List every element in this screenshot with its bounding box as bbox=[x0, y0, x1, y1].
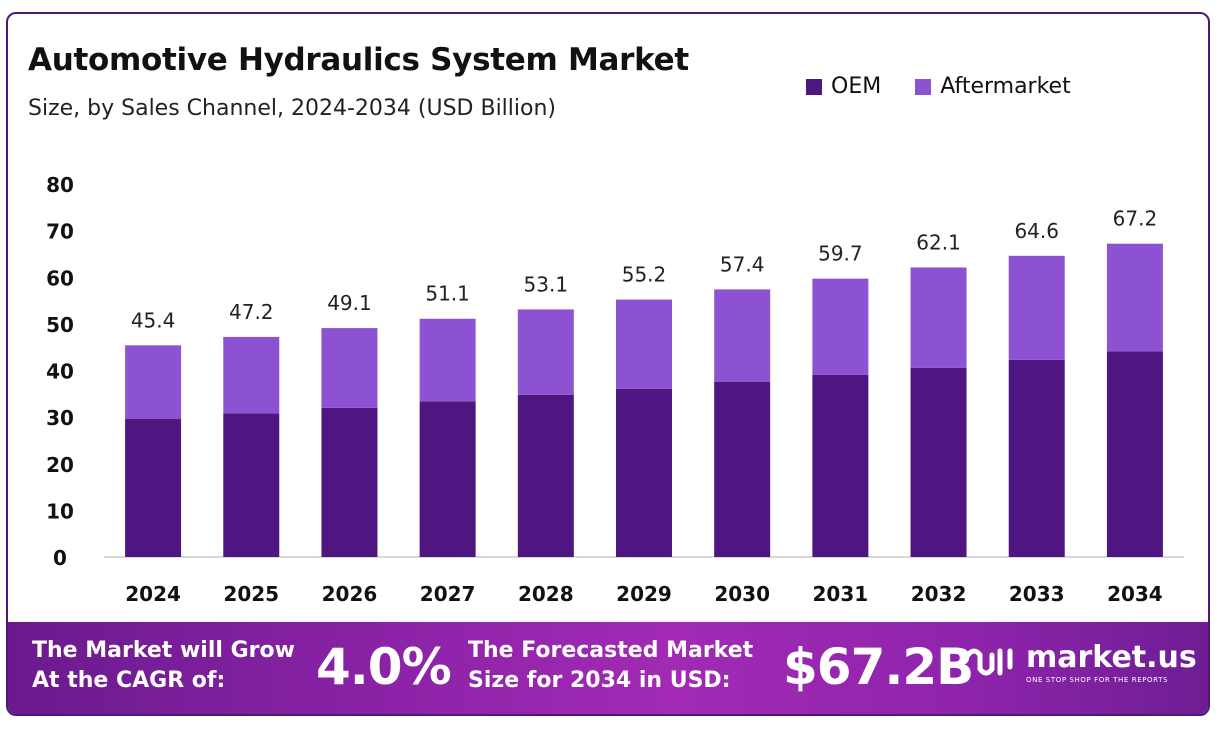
data-label-total: 64.6 bbox=[1014, 219, 1059, 243]
legend-swatch-oem bbox=[806, 78, 822, 95]
legend-swatch-aftermarket bbox=[915, 78, 932, 95]
bar-oem-2028 bbox=[517, 394, 574, 557]
legend-label-aftermarket: Aftermarket bbox=[940, 74, 1071, 99]
market-us-logo-icon bbox=[965, 648, 1013, 676]
bar-aftermarket-2030 bbox=[714, 289, 771, 382]
x-tick-label: 2032 bbox=[911, 582, 967, 606]
bar-oem-2027 bbox=[419, 401, 476, 557]
legend-label-oem: OEM bbox=[831, 74, 882, 99]
data-label-total: 55.2 bbox=[622, 263, 667, 287]
cagr-caption: The Market will Grow At the CAGR of: bbox=[32, 636, 295, 696]
y-tick-label: 0 bbox=[53, 546, 67, 570]
bar-oem-2031 bbox=[812, 374, 869, 557]
cagr-caption-line2: At the CAGR of: bbox=[32, 668, 226, 693]
data-label-total: 59.7 bbox=[818, 242, 863, 266]
y-tick-label: 80 bbox=[46, 173, 74, 197]
cagr-value: 4.0% bbox=[316, 638, 452, 696]
x-tick-label: 2025 bbox=[223, 582, 279, 606]
bar-oem-2034 bbox=[1106, 351, 1163, 557]
logo-tagline: ONE STOP SHOP FOR THE REPORTS bbox=[1026, 676, 1169, 684]
bar-aftermarket-2029 bbox=[616, 299, 672, 389]
data-label-total: 51.1 bbox=[425, 282, 470, 306]
data-label-total: 45.4 bbox=[131, 308, 176, 332]
data-label-total: 67.2 bbox=[1113, 207, 1158, 231]
market-us-logo: market.us ONE STOP SHOP FOR THE REPORTS bbox=[962, 642, 1197, 684]
y-tick-label: 70 bbox=[46, 220, 74, 244]
bar-aftermarket-2033 bbox=[1008, 255, 1065, 360]
x-tick-label: 2031 bbox=[813, 582, 869, 606]
forecast-value: $67.2B bbox=[783, 638, 974, 696]
summary-banner: The Market will Grow At the CAGR of: 4.0… bbox=[8, 622, 1208, 714]
x-tick-label: 2024 bbox=[125, 582, 181, 606]
data-label-total: 57.4 bbox=[720, 252, 765, 276]
chart-legend: OEM Aftermarket bbox=[806, 74, 1071, 99]
x-tick-label: 2026 bbox=[322, 582, 378, 606]
x-tick-label: 2027 bbox=[420, 582, 476, 606]
logo-name: market.us bbox=[1026, 640, 1197, 675]
x-tick-label: 2030 bbox=[714, 582, 770, 606]
y-tick-label: 30 bbox=[46, 406, 74, 430]
market-us-wordmark: market.us ONE STOP SHOP FOR THE REPORTS bbox=[1026, 640, 1197, 685]
x-tick-label: 2033 bbox=[1009, 582, 1065, 606]
bar-oem-2025 bbox=[223, 413, 280, 557]
cagr-caption-line1: The Market will Grow bbox=[32, 638, 295, 663]
bar-oem-2030 bbox=[714, 381, 771, 557]
data-label-total: 62.1 bbox=[916, 230, 961, 254]
bar-aftermarket-2024 bbox=[125, 345, 182, 419]
bar-chart: 0102030405060708045.4202447.2202549.1202… bbox=[46, 173, 1184, 606]
x-tick-label: 2028 bbox=[518, 582, 574, 606]
y-tick-label: 10 bbox=[46, 499, 74, 523]
y-tick-label: 50 bbox=[46, 313, 74, 337]
bar-oem-2024 bbox=[125, 418, 182, 557]
bar-aftermarket-2032 bbox=[910, 267, 967, 368]
chart-subtitle: Size, by Sales Channel, 2024-2034 (USD B… bbox=[28, 96, 556, 121]
x-tick-label: 2029 bbox=[616, 582, 672, 606]
chart-title: Automotive Hydraulics System Market bbox=[28, 42, 689, 78]
bar-aftermarket-2034 bbox=[1106, 243, 1163, 352]
y-tick-label: 20 bbox=[46, 453, 74, 477]
data-label-total: 49.1 bbox=[327, 291, 372, 315]
bar-aftermarket-2025 bbox=[223, 336, 280, 414]
bar-oem-2029 bbox=[616, 388, 672, 557]
y-tick-label: 40 bbox=[46, 360, 74, 384]
bar-aftermarket-2026 bbox=[321, 328, 378, 408]
bar-oem-2032 bbox=[910, 367, 967, 557]
x-tick-label: 2034 bbox=[1107, 582, 1163, 606]
bar-oem-2026 bbox=[321, 407, 378, 557]
bar-aftermarket-2031 bbox=[812, 278, 869, 375]
bar-aftermarket-2027 bbox=[419, 318, 476, 402]
forecast-caption-line1: The Forecasted Market bbox=[468, 638, 754, 663]
legend-item-oem: OEM bbox=[806, 74, 881, 99]
forecast-caption: The Forecasted Market Size for 2034 in U… bbox=[468, 636, 753, 696]
bar-oem-2033 bbox=[1008, 359, 1065, 557]
legend-item-aftermarket: Aftermarket bbox=[915, 74, 1071, 99]
y-tick-label: 60 bbox=[46, 266, 74, 290]
data-label-total: 53.1 bbox=[524, 272, 569, 296]
bar-aftermarket-2028 bbox=[517, 309, 574, 395]
chart-frame: Automotive Hydraulics System Market Size… bbox=[6, 12, 1210, 716]
forecast-caption-line2: Size for 2034 in USD: bbox=[468, 668, 731, 693]
data-label-total: 47.2 bbox=[229, 300, 274, 324]
